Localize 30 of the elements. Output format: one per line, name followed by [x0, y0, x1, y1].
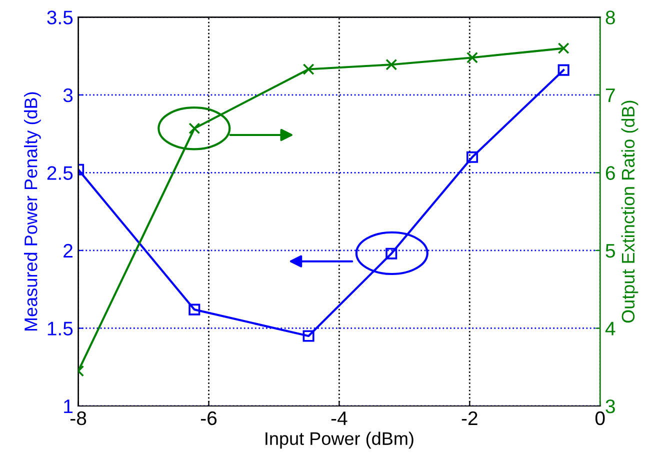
point [466, 52, 478, 64]
y2-tick-label: 5 [606, 244, 615, 258]
point [188, 304, 200, 316]
y-axis-title: Measured Power Penalty (dB) [24, 92, 41, 331]
x-tick-label: -8 [70, 411, 86, 426]
y2-tick-label: 3 [606, 399, 615, 414]
point [188, 122, 200, 134]
y-tick-label: 2.5 [47, 166, 73, 180]
point [302, 330, 314, 342]
y-tick-label: 3.5 [47, 10, 73, 24]
point [558, 64, 570, 76]
y2-axis-title: Output Extinction Ratio (dB) [621, 100, 638, 323]
point [302, 64, 314, 76]
point [558, 42, 570, 54]
x-tick-label: -4 [331, 412, 348, 425]
x-axis-title: Input Power (dBm) [266, 432, 414, 449]
x-tick-label: 0 [595, 411, 605, 426]
y2-tick-label: 7 [606, 88, 615, 102]
x-tick-label: -2 [462, 411, 478, 425]
y2-tick-label: 4 [605, 322, 616, 336]
y-tick-label: 2 [64, 244, 72, 258]
y2-tick-label: 8 [606, 10, 615, 24]
point [466, 151, 478, 163]
y-tick-label: 1.5 [48, 322, 73, 336]
y-tick-label: 3 [63, 88, 73, 102]
y-tick-label: 1 [64, 400, 72, 414]
y2-tick-label: 6 [606, 166, 615, 180]
x-tick-label: -6 [200, 411, 217, 426]
point [386, 248, 398, 260]
point [386, 58, 398, 70]
